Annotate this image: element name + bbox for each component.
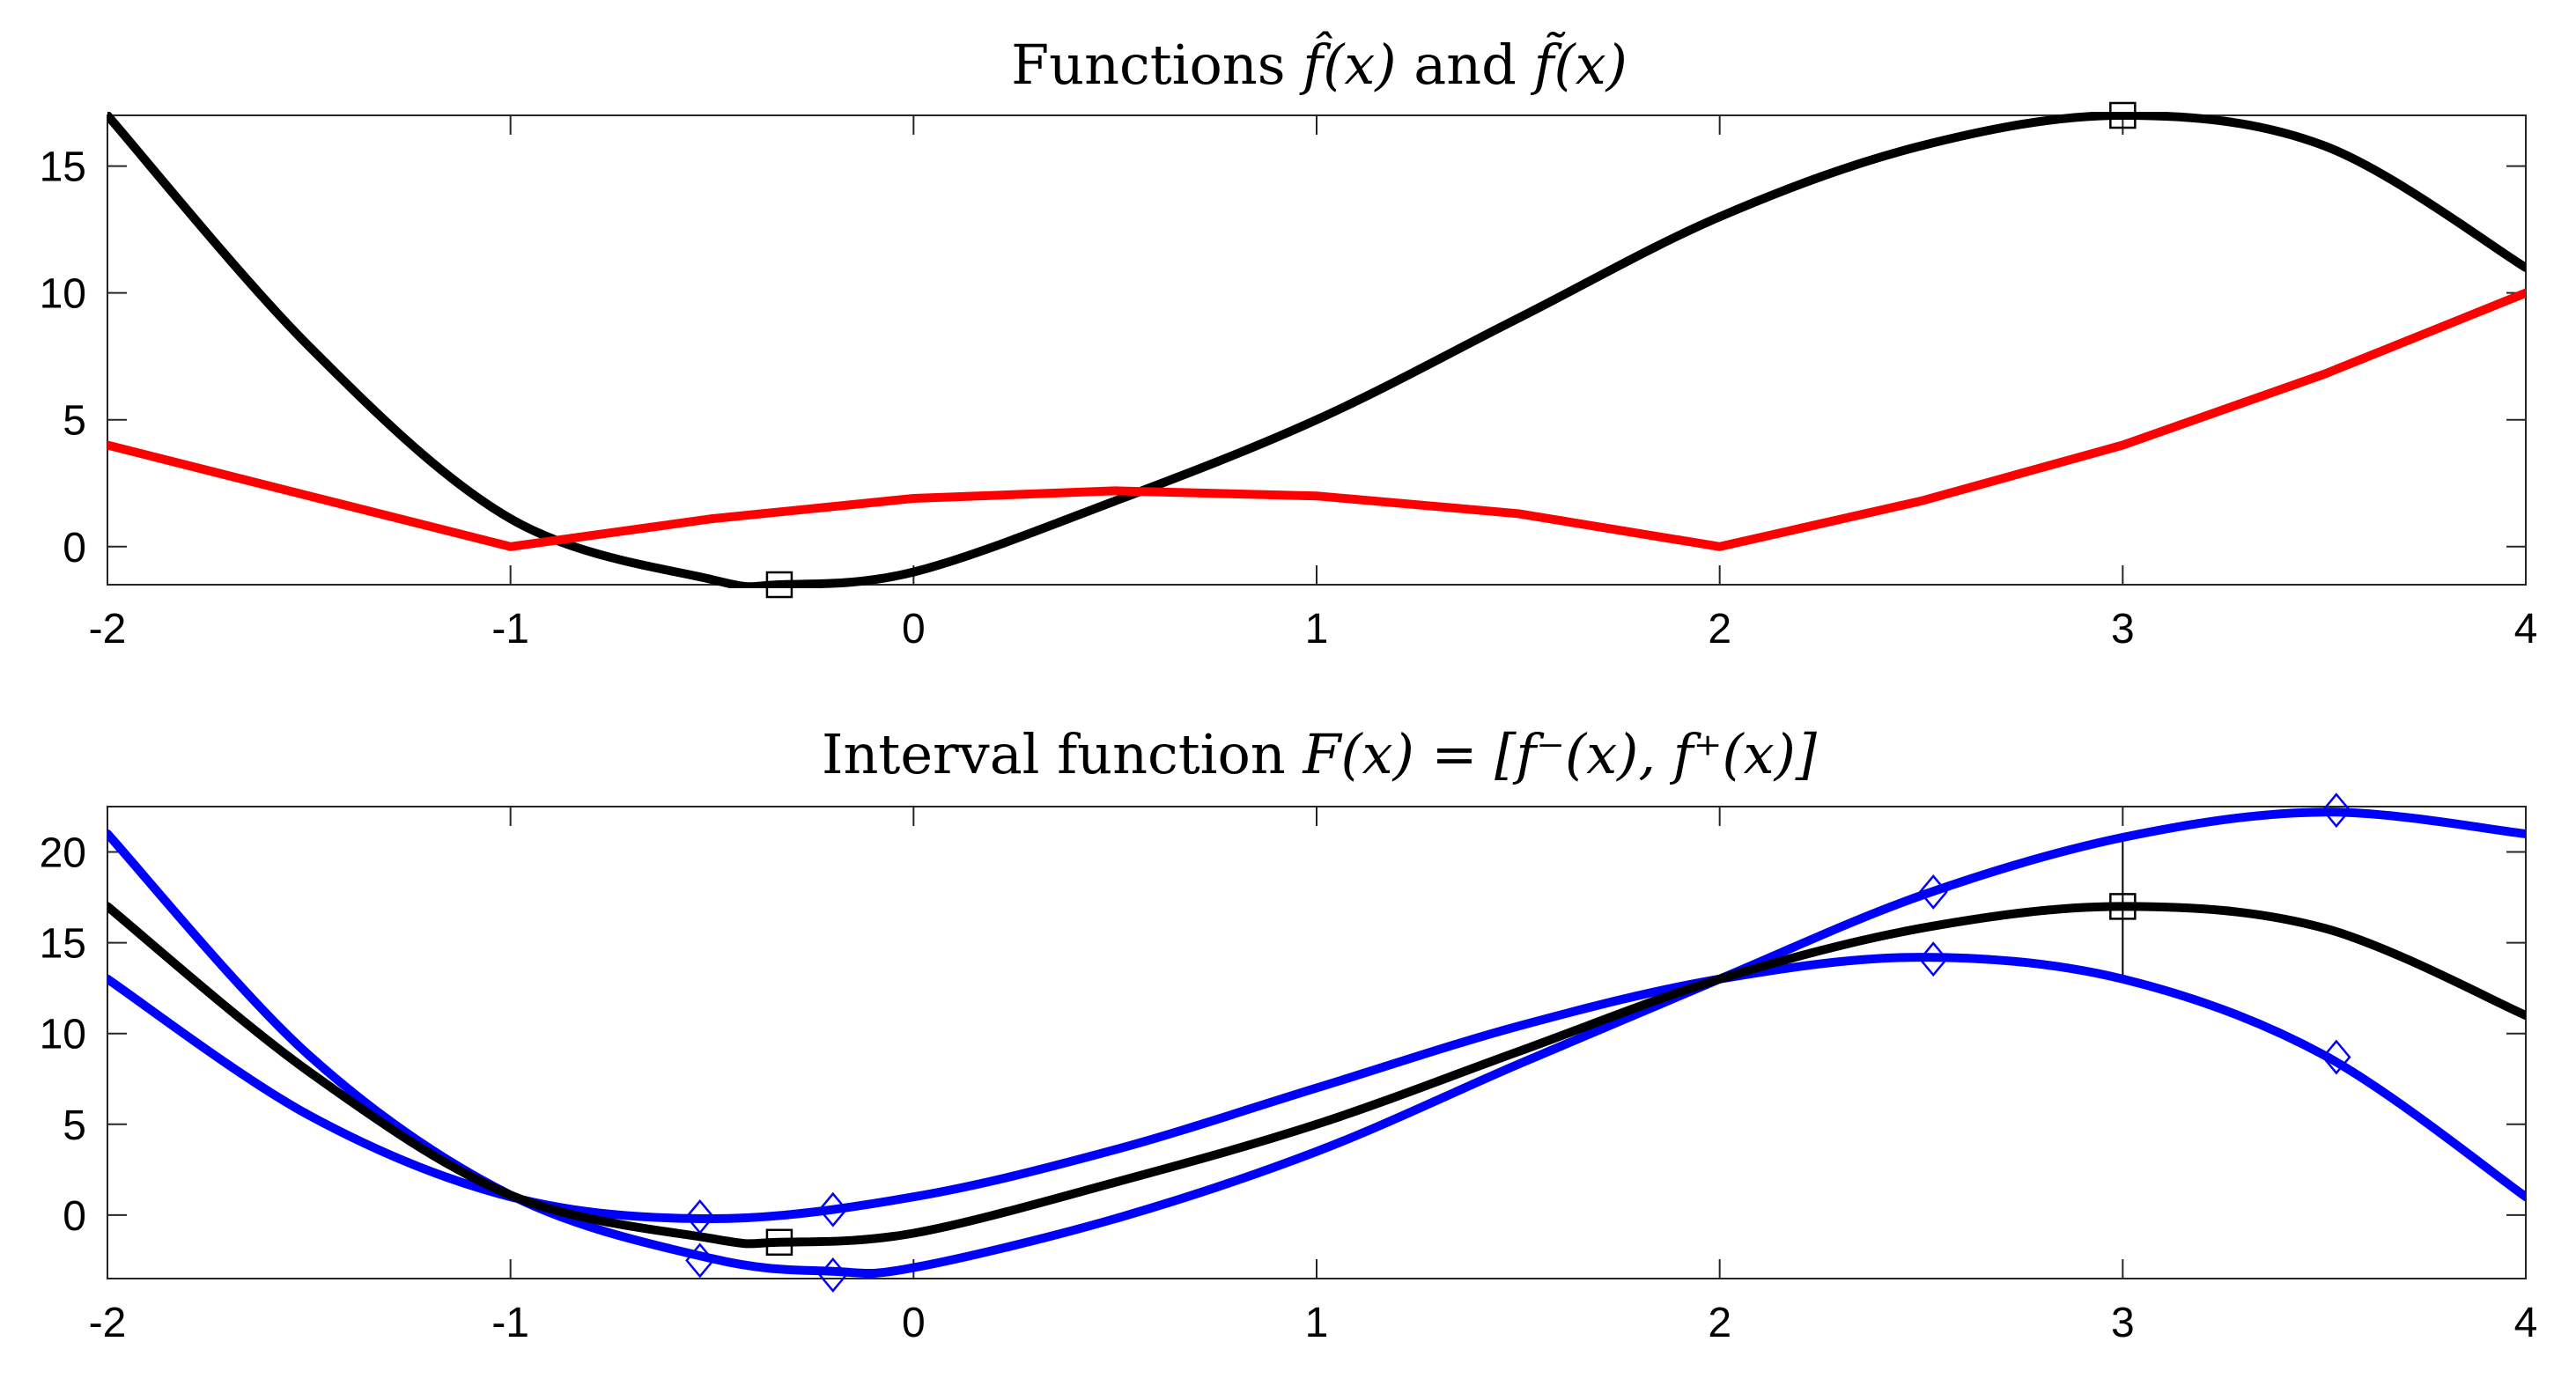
top-y-tick-label: 15 [40,144,86,191]
top-square-marker [765,571,793,599]
bottom-x-tick-label: 3 [2111,1300,2135,1346]
top-x-tick-label: 1 [1305,606,1329,652]
bottom-chart-series [107,793,2526,1293]
top-y-tick-label: 0 [63,525,86,571]
top-x-tick-label: 4 [2514,606,2538,652]
bottom-x-tick-label: -2 [89,1300,127,1346]
bottom-diamond-marker [2321,1039,2351,1075]
top-x-tick-label: 3 [2111,606,2135,652]
bottom-diamond-marker [1918,941,1948,977]
bottom-square-marker [765,1228,793,1257]
bottom-axes-box [107,806,2527,1279]
top-x-tick-label: -2 [89,606,127,652]
top-chart-title: Functions f̂(x) and f̃(x) [1011,32,1628,97]
bottom-diamond-marker [818,1257,848,1293]
bottom-chart-axes: -2 -1 0 1 2 3 4 0 5 10 15 20 [40,806,2538,1346]
bottom-x-tick-label: 2 [1708,1300,1731,1346]
top-x-tick-label: -1 [491,606,529,652]
top-y-tick-label: 5 [63,398,86,445]
bottom-series-line-2 [107,902,2526,1249]
bottom-square-marker [2109,893,2137,920]
bottom-y-tick-label: 20 [40,830,86,877]
top-title-part-3: and [1397,33,1534,97]
top-title-part-4: f̃(x) [1531,32,1628,97]
bottom-y-tick-label: 5 [63,1102,86,1149]
bottom-x-tick-label: 4 [2514,1300,2538,1346]
bottom-y-tick-label: 10 [40,1012,86,1058]
bottom-x-tick-label: -1 [491,1300,529,1346]
top-square-marker [2109,101,2137,129]
top-x-tick-label: 2 [1708,606,1731,652]
bottom-title-part-1: Interval function [822,722,1303,786]
bottom-diamond-marker [685,1242,715,1279]
top-chart-axes: -2 -1 0 1 2 3 4 0 5 10 15 [40,114,2538,652]
bottom-y-tick-label: 15 [40,921,86,968]
top-title-part-2: f̂(x) [1299,32,1396,97]
top-chart-series [107,101,2526,599]
bottom-y-tick-label: 0 [63,1193,86,1240]
top-y-tick-label: 10 [40,271,86,318]
bottom-diamond-marker [818,1191,848,1227]
top-axes-box [107,114,2527,586]
bottom-title-part-2: F(x) = [f⁻(x), f⁺(x)] [1302,722,1817,786]
bottom-diamond-marker [2321,793,2351,829]
top-x-tick-label: 0 [902,606,926,652]
top-chart: Functions f̂(x) and f̃(x) -2 -1 0 1 2 3 4 0 5 10 1… [40,32,2538,652]
bottom-x-tick-label: 1 [1305,1300,1329,1346]
bottom-chart-title: Interval function F(x) = [f⁻(x), f⁺(x)] [822,722,1818,786]
bottom-diamond-marker [1918,874,1948,910]
top-series-line-1 [107,288,2526,551]
bottom-chart: Interval function F(x) = [f⁻(x), f⁺(x)] … [40,722,2538,1346]
bottom-series-line-0 [107,807,2526,1279]
top-series-line-0 [107,112,2526,588]
bottom-x-tick-label: 0 [902,1300,926,1346]
top-title-part-1: Functions [1011,33,1303,97]
